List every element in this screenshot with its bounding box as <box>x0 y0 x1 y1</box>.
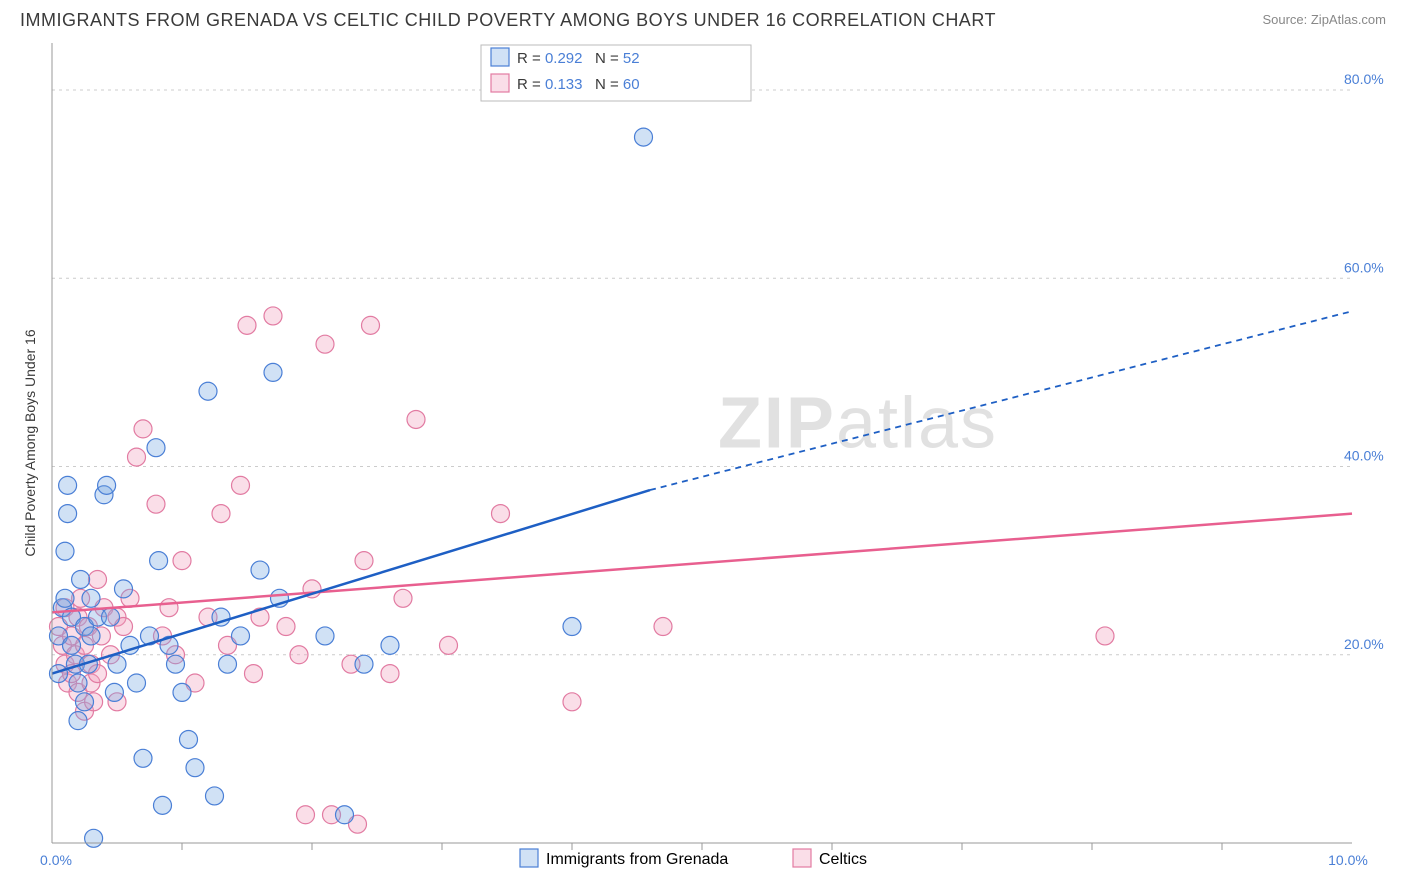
y-tick-label: 60.0% <box>1344 259 1384 275</box>
data-point-blue <box>180 730 198 748</box>
data-point-blue <box>264 363 282 381</box>
legend-swatch-pink <box>491 74 509 92</box>
data-point-pink <box>232 476 250 494</box>
data-point-blue <box>69 674 87 692</box>
data-point-blue <box>355 655 373 673</box>
data-point-blue <box>232 627 250 645</box>
data-point-blue <box>316 627 334 645</box>
data-point-blue <box>56 589 74 607</box>
legend-bottom-swatch-pink <box>793 849 811 867</box>
chart-header: IMMIGRANTS FROM GRENADA VS CELTIC CHILD … <box>0 0 1406 35</box>
data-point-blue <box>82 627 100 645</box>
data-point-blue <box>72 570 90 588</box>
data-point-blue <box>150 552 168 570</box>
data-point-pink <box>654 618 672 636</box>
trend-line-pink <box>52 514 1352 613</box>
data-point-pink <box>89 570 107 588</box>
data-point-pink <box>238 316 256 334</box>
data-point-pink <box>355 552 373 570</box>
watermark: ZIPatlas <box>718 384 998 464</box>
data-point-blue <box>63 636 81 654</box>
legend-stats-blue: R = 0.292 N = 52 <box>517 50 640 67</box>
data-point-blue <box>98 476 116 494</box>
data-point-pink <box>290 646 308 664</box>
data-point-blue <box>76 693 94 711</box>
data-point-blue <box>381 636 399 654</box>
legend-bottom-label-blue: Immigrants from Grenada <box>546 851 728 868</box>
data-point-pink <box>147 495 165 513</box>
data-point-pink <box>160 599 178 617</box>
data-point-blue <box>199 382 217 400</box>
data-point-pink <box>492 505 510 523</box>
y-tick-label: 40.0% <box>1344 448 1384 464</box>
data-point-blue <box>635 128 653 146</box>
data-point-pink <box>173 552 191 570</box>
data-point-pink <box>1096 627 1114 645</box>
chart-container: Child Poverty Among Boys Under 16 20.0% 4… <box>0 35 1406 885</box>
data-point-pink <box>563 693 581 711</box>
data-point-pink <box>264 307 282 325</box>
x-tick-label-max: 10.0% <box>1328 852 1368 868</box>
data-point-blue <box>206 787 224 805</box>
data-point-blue <box>59 476 77 494</box>
data-point-blue <box>134 749 152 767</box>
legend-bottom-label-pink: Celtics <box>819 851 867 868</box>
data-point-blue <box>115 580 133 598</box>
data-point-pink <box>277 618 295 636</box>
data-point-blue <box>336 806 354 824</box>
legend-bottom-swatch-blue <box>520 849 538 867</box>
correlation-scatter-chart: 20.0% 40.0% 60.0% 80.0% ZIPatlas 0.0% 10.0% R =… <box>0 35 1406 885</box>
data-point-pink <box>212 505 230 523</box>
data-point-pink <box>394 589 412 607</box>
data-point-pink <box>381 665 399 683</box>
data-point-blue <box>154 796 172 814</box>
data-point-pink <box>316 335 334 353</box>
data-point-blue <box>219 655 237 673</box>
data-point-pink <box>245 665 263 683</box>
y-tick-label: 80.0% <box>1344 71 1384 87</box>
data-point-blue <box>85 829 103 847</box>
data-point-pink <box>134 420 152 438</box>
data-point-blue <box>147 439 165 457</box>
chart-title: IMMIGRANTS FROM GRENADA VS CELTIC CHILD … <box>20 10 996 31</box>
data-point-blue <box>108 655 126 673</box>
data-point-pink <box>440 636 458 654</box>
data-point-blue <box>173 683 191 701</box>
data-point-pink <box>128 448 146 466</box>
data-point-blue <box>82 589 100 607</box>
data-point-blue <box>563 618 581 636</box>
x-tick-label-min: 0.0% <box>40 852 72 868</box>
legend-swatch-blue <box>491 48 509 66</box>
y-tick-label: 20.0% <box>1344 636 1384 652</box>
trend-line-blue <box>52 490 650 674</box>
data-point-blue <box>186 759 204 777</box>
data-point-blue <box>251 561 269 579</box>
data-point-pink <box>362 316 380 334</box>
data-point-blue <box>102 608 120 626</box>
legend-stats-pink: R = 0.133 N = 60 <box>517 76 640 93</box>
data-point-blue <box>59 505 77 523</box>
data-point-pink <box>297 806 315 824</box>
chart-source: Source: ZipAtlas.com <box>1262 10 1386 27</box>
y-axis-label: Child Poverty Among Boys Under 16 <box>22 329 38 556</box>
data-point-blue <box>167 655 185 673</box>
data-point-blue <box>105 683 123 701</box>
data-point-pink <box>407 410 425 428</box>
data-point-blue <box>69 712 87 730</box>
data-point-blue <box>56 542 74 560</box>
data-point-blue <box>128 674 146 692</box>
